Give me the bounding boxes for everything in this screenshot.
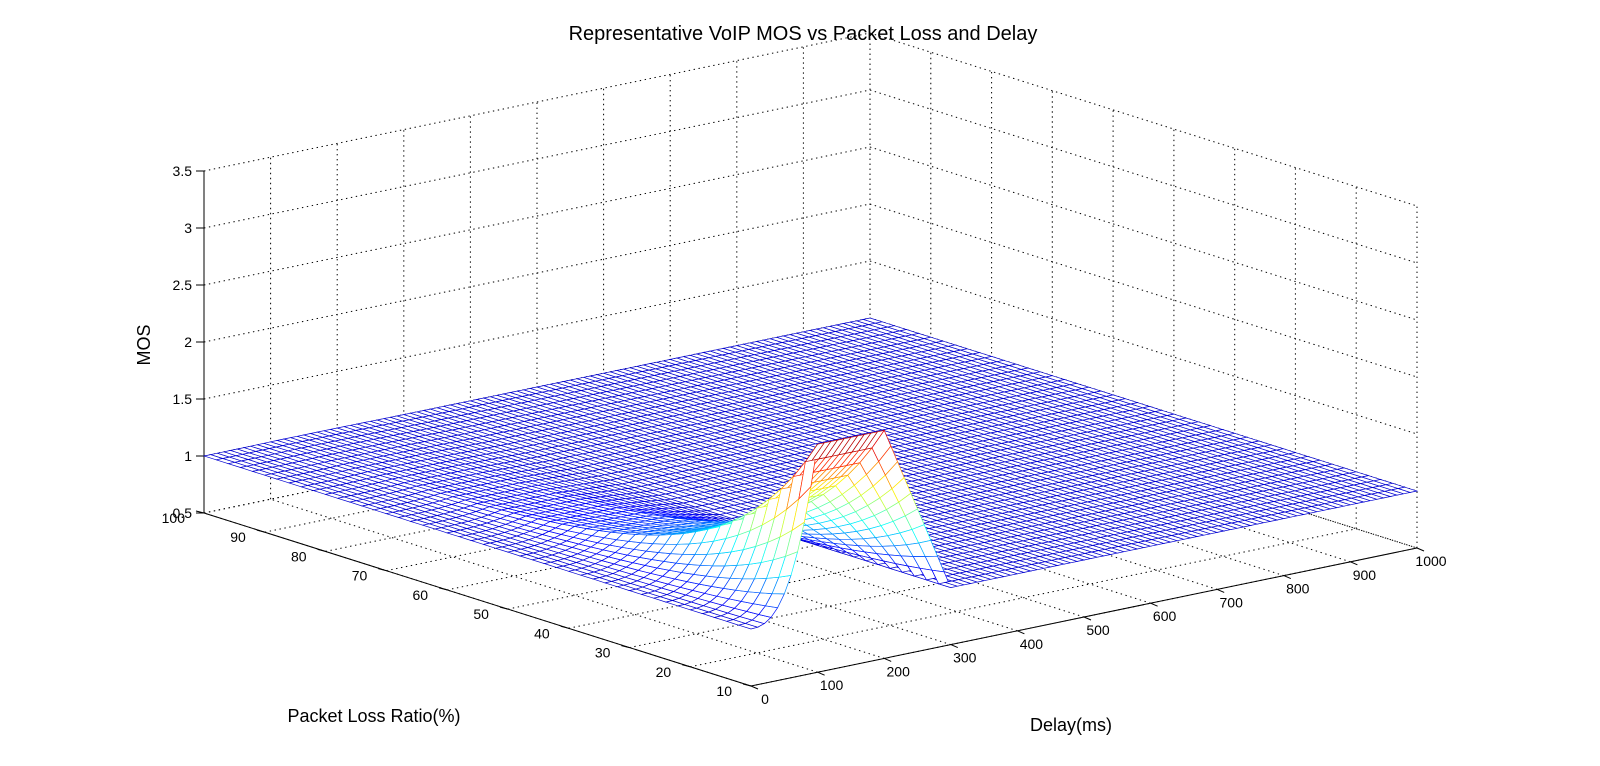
floor-grid-line-delay bbox=[803, 388, 1351, 563]
y-tick-label: 20 bbox=[656, 664, 672, 680]
x-tick-label: 800 bbox=[1286, 581, 1310, 597]
side-wall-grid-line-mos bbox=[869, 89, 1418, 264]
y-tick-label: 60 bbox=[413, 587, 429, 603]
x-tick-label: 500 bbox=[1086, 622, 1110, 638]
y-tick-label: 90 bbox=[230, 529, 246, 545]
x-tick-mark bbox=[817, 671, 825, 676]
floor-grid-line-delay bbox=[470, 457, 1018, 632]
x-tick-label: 400 bbox=[1020, 636, 1044, 652]
z-tick-label: 2 bbox=[184, 334, 192, 350]
back-wall-grid-line-mos bbox=[203, 203, 871, 343]
x-tick-mark bbox=[1150, 602, 1158, 607]
z-tick-label: 0.5 bbox=[173, 505, 193, 521]
y-tick-mark bbox=[682, 664, 691, 668]
x-tick-mark bbox=[1083, 616, 1092, 621]
y-tick-mark bbox=[256, 529, 265, 533]
y-tick-mark bbox=[560, 625, 569, 629]
floor-grid-line-loss bbox=[690, 528, 1357, 668]
y-tick-mark bbox=[438, 587, 448, 591]
floor-grid-line-delay bbox=[670, 415, 1218, 590]
back-wall-grid-line-mos bbox=[203, 89, 871, 229]
floor-grid-line-delay bbox=[536, 443, 1085, 618]
floor-grid-line-delay bbox=[603, 429, 1151, 604]
back-wall-grid-line-mos bbox=[203, 146, 871, 286]
x-tick-mark bbox=[750, 685, 759, 690]
floor-grid-line-delay bbox=[736, 402, 1284, 577]
surface-mesh bbox=[202, 317, 1419, 630]
floor-grid-line-delay bbox=[403, 471, 951, 646]
x-tick-label: 0 bbox=[761, 691, 769, 707]
x-tick-mark bbox=[1416, 547, 1425, 552]
floor-grid-line-delay bbox=[337, 484, 885, 659]
side-wall-grid-line-mos bbox=[869, 146, 1418, 321]
x-axis-label: Delay(ms) bbox=[1030, 715, 1112, 735]
y-tick-mark bbox=[742, 683, 752, 687]
y-tick-mark bbox=[378, 568, 387, 572]
x-tick-mark bbox=[1217, 588, 1225, 593]
x-tick-label: 1000 bbox=[1415, 553, 1446, 569]
x-tick-label: 100 bbox=[820, 677, 844, 693]
y-tick-label: 80 bbox=[291, 548, 307, 564]
y-tick-label: 30 bbox=[595, 645, 611, 661]
z-tick-label: 2.5 bbox=[173, 277, 193, 293]
floor-grid-line-delay bbox=[270, 498, 818, 673]
y-tick-mark bbox=[499, 606, 509, 610]
y-axis-label: Packet Loss Ratio(%) bbox=[287, 706, 460, 726]
side-wall-grid-line-mos bbox=[869, 260, 1418, 435]
floor-grid-line-delay bbox=[869, 374, 1418, 549]
x-tick-mark bbox=[1017, 630, 1025, 635]
z-tick-label: 3 bbox=[184, 220, 192, 236]
y-axis-line bbox=[203, 512, 752, 687]
z-tick-label: 3.5 bbox=[173, 163, 193, 179]
y-tick-label: 70 bbox=[352, 568, 368, 584]
x-tick-label: 200 bbox=[887, 663, 911, 679]
y-tick-label: 50 bbox=[473, 606, 489, 622]
x-tick-mark bbox=[1283, 575, 1291, 580]
chart-title: Representative VoIP MOS vs Packet Loss a… bbox=[569, 23, 1038, 45]
back-wall-grid-line-mos bbox=[203, 260, 871, 400]
z-tick-label: 1.5 bbox=[173, 391, 193, 407]
x-tick-mark bbox=[1350, 561, 1358, 566]
side-wall-grid-line-mos bbox=[869, 32, 1418, 207]
x-tick-label: 300 bbox=[953, 650, 977, 666]
back-wall-grid-line-mos bbox=[203, 32, 871, 172]
z-axis-label: MOS bbox=[134, 324, 154, 365]
side-wall-grid-line-mos bbox=[869, 203, 1418, 378]
y-tick-label: 10 bbox=[716, 683, 732, 699]
x-tick-mark bbox=[950, 644, 958, 649]
y-tick-mark bbox=[621, 645, 630, 649]
x-tick-mark bbox=[884, 657, 892, 662]
x-tick-label: 600 bbox=[1153, 608, 1177, 624]
z-tick-label: 1 bbox=[184, 448, 192, 464]
x-tick-label: 700 bbox=[1220, 594, 1244, 610]
x-tick-label: 900 bbox=[1353, 567, 1377, 583]
y-tick-mark bbox=[317, 548, 326, 552]
y-tick-label: 40 bbox=[534, 625, 550, 641]
